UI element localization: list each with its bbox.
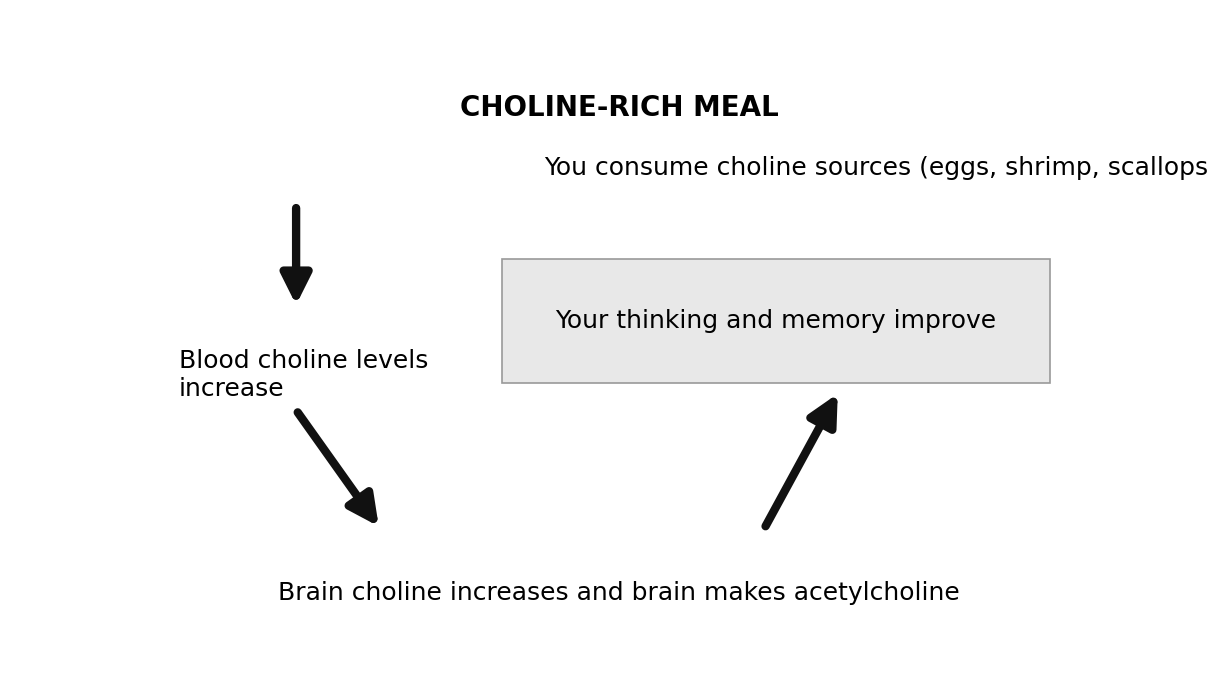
Text: You consume choline sources (eggs, shrimp, scallops, etc.): You consume choline sources (eggs, shrim… <box>544 155 1208 179</box>
Text: Brain choline increases and brain makes acetylcholine: Brain choline increases and brain makes … <box>278 582 960 606</box>
Text: CHOLINE-RICH MEAL: CHOLINE-RICH MEAL <box>460 94 778 122</box>
Text: Blood choline levels
increase: Blood choline levels increase <box>179 349 429 401</box>
Text: Your thinking and memory improve: Your thinking and memory improve <box>556 309 997 333</box>
FancyBboxPatch shape <box>503 259 1050 383</box>
